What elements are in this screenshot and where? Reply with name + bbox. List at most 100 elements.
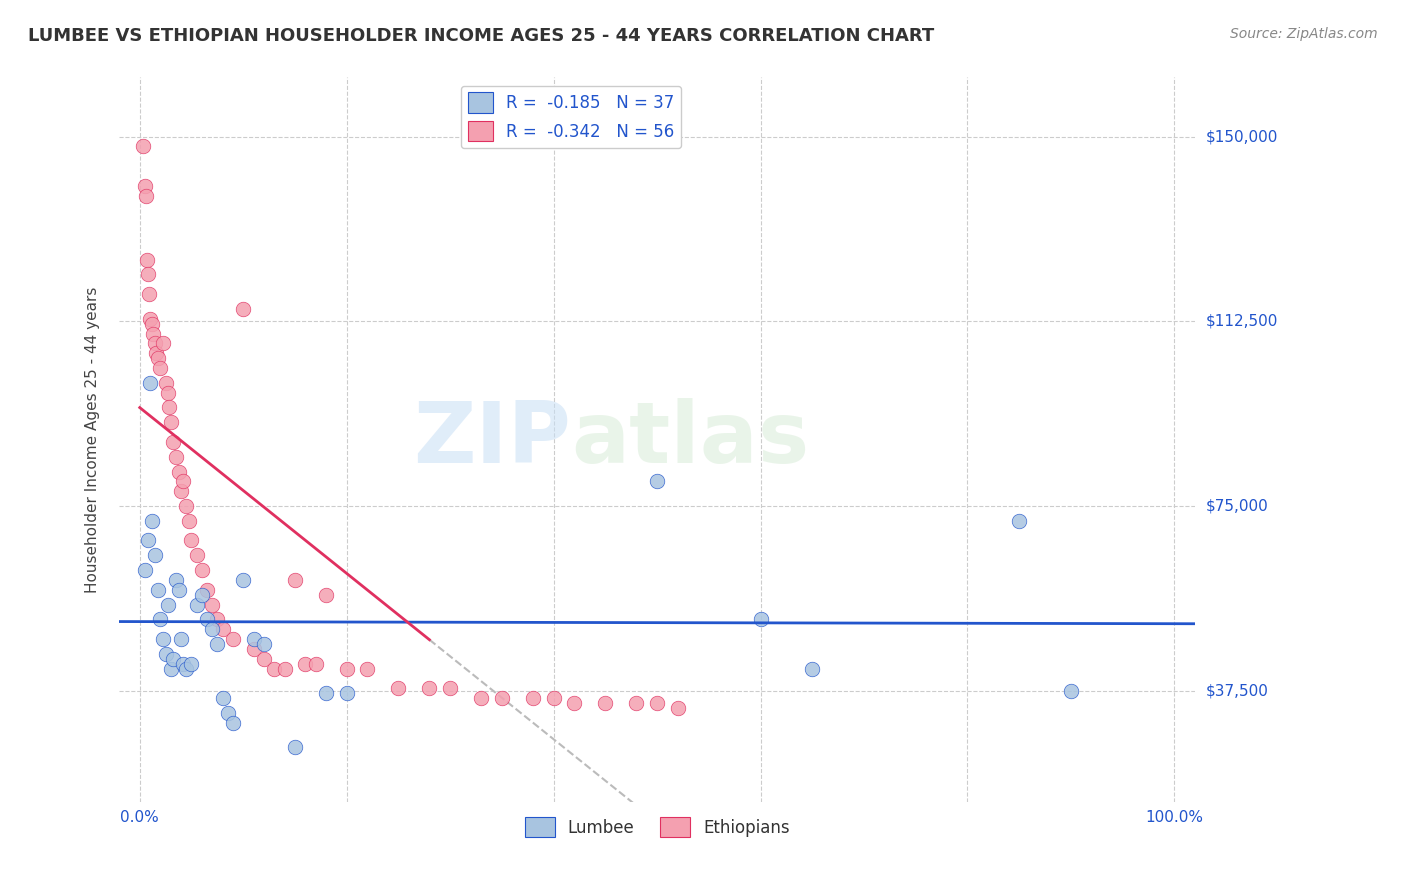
Point (645, 475, 668, 489)
Point (170, 632, 193, 646)
Point (176, 499, 198, 513)
Point (263, 662, 285, 676)
Point (159, 415, 181, 429)
Point (165, 573, 187, 587)
Point (1060, 683, 1083, 698)
Point (135, 188, 157, 202)
Y-axis label: Householder Income Ages 25 - 44 years: Householder Income Ages 25 - 44 years (86, 286, 100, 592)
Point (232, 301, 254, 316)
Point (201, 598, 224, 612)
Point (253, 637, 276, 651)
Point (156, 598, 179, 612)
Point (336, 686, 359, 700)
Point (136, 268, 159, 282)
Point (134, 563, 156, 577)
Point (148, 582, 170, 597)
Point (211, 691, 233, 706)
Point (138, 287, 160, 301)
Point (470, 691, 492, 706)
Point (186, 549, 208, 563)
Point (356, 662, 378, 676)
Text: ZIP: ZIP (413, 398, 571, 481)
Point (562, 696, 585, 710)
Point (155, 376, 177, 390)
Point (165, 450, 187, 464)
Point (491, 691, 513, 706)
Point (152, 632, 174, 646)
Text: $112,500: $112,500 (1206, 314, 1278, 329)
Text: atlas: atlas (571, 398, 810, 481)
Point (145, 346, 167, 360)
Point (201, 622, 224, 636)
Point (141, 317, 163, 331)
Point (242, 641, 264, 656)
Point (179, 514, 201, 528)
Point (242, 632, 264, 646)
Point (148, 351, 170, 366)
Point (294, 657, 316, 671)
Text: $37,500: $37,500 (1206, 683, 1270, 698)
Point (195, 582, 218, 597)
Text: LUMBEE VS ETHIOPIAN HOUSEHOLDER INCOME AGES 25 - 44 YEARS CORRELATION CHART: LUMBEE VS ETHIOPIAN HOUSEHOLDER INCOME A… (28, 27, 935, 45)
Point (136, 252, 159, 267)
Point (134, 178, 156, 193)
Text: $150,000: $150,000 (1206, 129, 1278, 144)
Point (222, 715, 245, 730)
Point (176, 662, 198, 676)
Point (142, 326, 165, 341)
Point (801, 662, 824, 676)
Point (186, 598, 208, 612)
Point (284, 573, 307, 587)
Point (439, 681, 461, 696)
Point (595, 696, 617, 710)
Point (157, 401, 180, 415)
Point (543, 691, 565, 706)
Point (207, 612, 229, 626)
Point (159, 662, 181, 676)
Point (749, 612, 772, 626)
Point (253, 651, 276, 665)
Point (143, 549, 166, 563)
Point (336, 662, 359, 676)
Point (136, 533, 159, 548)
Point (522, 691, 544, 706)
Point (232, 573, 254, 587)
Point (172, 657, 194, 671)
Point (139, 376, 162, 390)
Point (207, 637, 229, 651)
Point (170, 484, 193, 499)
Point (167, 465, 190, 479)
Point (162, 434, 184, 449)
Point (666, 701, 689, 715)
Point (167, 582, 190, 597)
Point (645, 696, 668, 710)
Point (191, 563, 214, 577)
Point (149, 612, 172, 626)
Point (149, 361, 172, 376)
Point (162, 651, 184, 665)
Point (273, 662, 295, 676)
Point (222, 632, 245, 646)
Point (143, 336, 166, 351)
Point (626, 696, 648, 710)
Point (315, 588, 337, 602)
Point (195, 612, 218, 626)
Point (141, 514, 163, 528)
Point (172, 475, 194, 489)
Legend: Lumbee, Ethiopians: Lumbee, Ethiopians (517, 810, 796, 844)
Point (1008, 514, 1031, 528)
Point (284, 740, 307, 755)
Point (211, 622, 233, 636)
Point (180, 657, 202, 671)
Point (180, 533, 202, 548)
Point (139, 311, 162, 326)
Text: Source: ZipAtlas.com: Source: ZipAtlas.com (1230, 27, 1378, 41)
Point (418, 681, 440, 696)
Point (152, 336, 174, 351)
Point (156, 385, 179, 400)
Point (315, 686, 337, 700)
Point (132, 139, 155, 153)
Point (304, 657, 326, 671)
Point (155, 647, 177, 661)
Point (387, 681, 409, 696)
